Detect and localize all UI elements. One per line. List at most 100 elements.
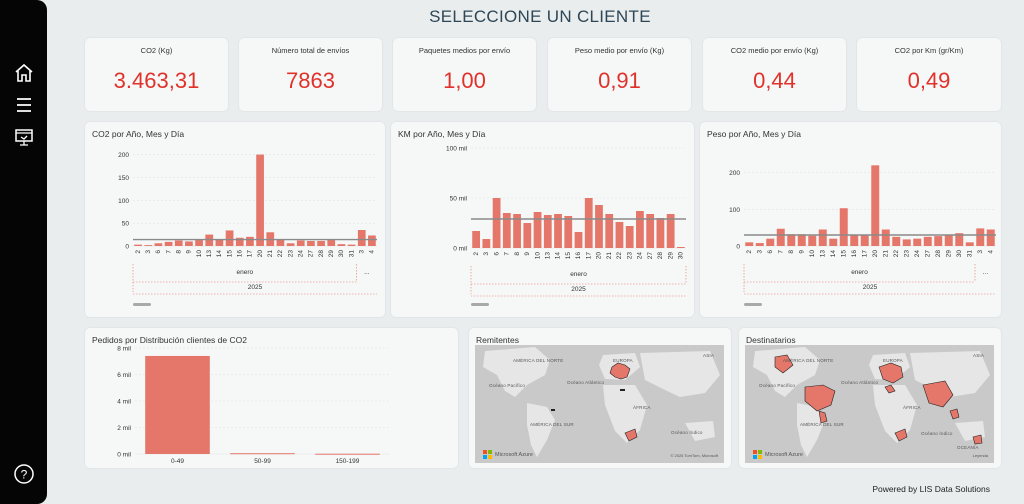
y-tick-label: 50 mil	[450, 196, 468, 203]
bar	[923, 236, 932, 246]
x-tick-label: 6	[767, 250, 774, 254]
y-tick-label: 8 mil	[117, 346, 131, 353]
senders-map-card[interactable]: Remitentes AMÉRICA DEL NORTE EUROPA ASIA…	[469, 328, 731, 468]
bar	[829, 238, 838, 246]
x-tick-label: 15	[840, 250, 847, 258]
weight-chart-card[interactable]: Peso por Año, Mes y Día 0 100 200 2 3 6 7 8 9 10 1…	[700, 122, 1001, 317]
help-icon[interactable]: ?	[12, 462, 36, 486]
recipients-map[interactable]: AMÉRICA DEL NORTE EUROPA ASIA Océano Pac…	[745, 345, 994, 463]
x-tick-label: 150-199	[336, 458, 360, 465]
x-tick-label: 10	[809, 250, 816, 258]
map-label: EUROPA	[883, 358, 903, 363]
kpi-card-co2-per-km[interactable]: CO2 por Km (gr/Km) 0,49	[857, 38, 1001, 111]
bar	[564, 216, 573, 248]
map-label: AMÉRICA DEL NORTE	[783, 358, 834, 363]
map-footer: Microsoft Azure	[483, 450, 533, 459]
bar	[230, 453, 295, 455]
home-icon[interactable]	[12, 61, 36, 85]
bar	[502, 213, 511, 248]
x-tick-label: 30	[338, 250, 345, 258]
y-tick-label: 100 mil	[446, 146, 468, 153]
x-tick-label: 27	[647, 252, 654, 260]
co2-chart-card[interactable]: CO2 por Año, Mes y Día 0 50 100 150 200 2 3 6 7 8…	[85, 122, 385, 317]
bar	[482, 239, 491, 248]
bar	[296, 240, 305, 246]
distribution-chart-card[interactable]: Pedidos por Distribución clientes de CO2…	[85, 328, 458, 468]
x-tick-label: 14	[555, 252, 562, 260]
kpi-card-co2[interactable]: CO2 (Kg) 3.463,31	[85, 38, 228, 111]
bar	[185, 241, 193, 246]
bar	[636, 211, 644, 248]
x-tick-label: 13	[819, 250, 826, 258]
map-footer: Microsoft Azure	[753, 450, 803, 459]
x-tick-label: 16	[851, 250, 858, 258]
x-tick-label: 50-99	[254, 458, 271, 465]
map-label: ASIA	[703, 353, 715, 358]
bar	[676, 247, 685, 248]
x-tick-label: 15	[226, 250, 233, 258]
kpi-card-co2-per-shipment[interactable]: CO2 medio por envío (Kg) 0,44	[703, 38, 846, 111]
chart-title: CO2 por Año, Mes y Día	[92, 129, 185, 139]
y-tick-label: 200	[118, 152, 129, 159]
bar	[472, 231, 481, 248]
y-tick-label: 0 mil	[117, 452, 131, 459]
map-label: Océano Atlántico	[567, 380, 605, 385]
x-tick-label: 27	[924, 250, 931, 258]
map-label: ÁFRICA	[903, 405, 921, 410]
kpi-label: CO2 medio por envío (Kg)	[730, 46, 819, 55]
km-chart-card[interactable]: KM por Año, Mes y Día 0 mil 50 mil 100 mil…	[391, 122, 694, 317]
bar	[605, 214, 614, 248]
group-label-month: enero	[237, 269, 254, 276]
x-tick-label: 8	[788, 250, 795, 254]
report-icon[interactable]	[12, 125, 36, 149]
y-tick-label: 2 mil	[117, 425, 131, 432]
bar	[533, 212, 542, 248]
kpi-label: CO2 (Kg)	[140, 46, 173, 55]
kpi-card-weight[interactable]: Peso medio por envío (Kg) 0,91	[548, 38, 691, 111]
x-tick-label: 21	[882, 250, 889, 258]
menu-icon[interactable]	[12, 93, 36, 117]
group-label-year: 2025	[863, 284, 878, 291]
kpi-label: CO2 por Km (gr/Km)	[894, 46, 964, 55]
group-label-month: enero	[570, 271, 587, 278]
bar	[225, 230, 234, 246]
kpi-value: 0,91	[598, 68, 641, 93]
x-tick-label: 0-49	[171, 458, 184, 465]
microsoft-logo-icon	[753, 450, 762, 459]
bar	[808, 235, 817, 246]
bar	[307, 240, 315, 246]
chart-title: KM por Año, Mes y Día	[398, 129, 486, 139]
kpi-value: 3.463,31	[113, 68, 200, 93]
map-brand: Microsoft Azure	[765, 451, 803, 458]
senders-map[interactable]: AMÉRICA DEL NORTE EUROPA ASIA Océano Pac…	[475, 345, 724, 463]
scrollbar-thumb	[744, 303, 762, 306]
x-tick-label: 4	[987, 250, 994, 254]
bar	[871, 165, 880, 246]
kpi-label: Paquetes medios por envío	[418, 46, 511, 55]
recipients-map-card[interactable]: Destinatarios AMÉRICA DEL NORTE EUROPA A…	[739, 328, 1001, 468]
distribution-chart: 0 mil 2 mil 4 mil 6 mil 8 mil 0-49 50-99 150-19…	[117, 346, 390, 465]
x-tick-label: 2	[746, 250, 753, 254]
map-credit: © 2025 TomTom, Microsoft	[670, 453, 718, 458]
map-label: EUROPA	[613, 358, 633, 363]
bar	[766, 238, 775, 246]
page-title[interactable]: SELECCIONE UN CLIENTE	[429, 7, 651, 26]
bar	[755, 243, 764, 246]
x-tick-label: 21	[606, 252, 613, 260]
x-tick-label: 17	[861, 250, 868, 258]
x-tick-label: 10	[196, 250, 203, 258]
bar	[174, 240, 183, 246]
x-tick-label: 22	[616, 252, 623, 260]
x-tick-label: 4	[369, 250, 376, 254]
x-tick-label: 30	[678, 252, 685, 260]
group-label-month: enero	[851, 269, 868, 276]
x-tick-label: 9	[524, 252, 531, 256]
bar	[492, 198, 501, 248]
y-tick-label: 0	[125, 244, 129, 251]
bar	[195, 240, 203, 246]
kpi-card-packages[interactable]: Paquetes medios por envío 1,00	[393, 38, 536, 111]
kpi-card-shipments[interactable]: Número total de envíos 7863	[239, 38, 382, 111]
bar	[523, 223, 532, 248]
x-tick-label: 3	[358, 250, 365, 254]
